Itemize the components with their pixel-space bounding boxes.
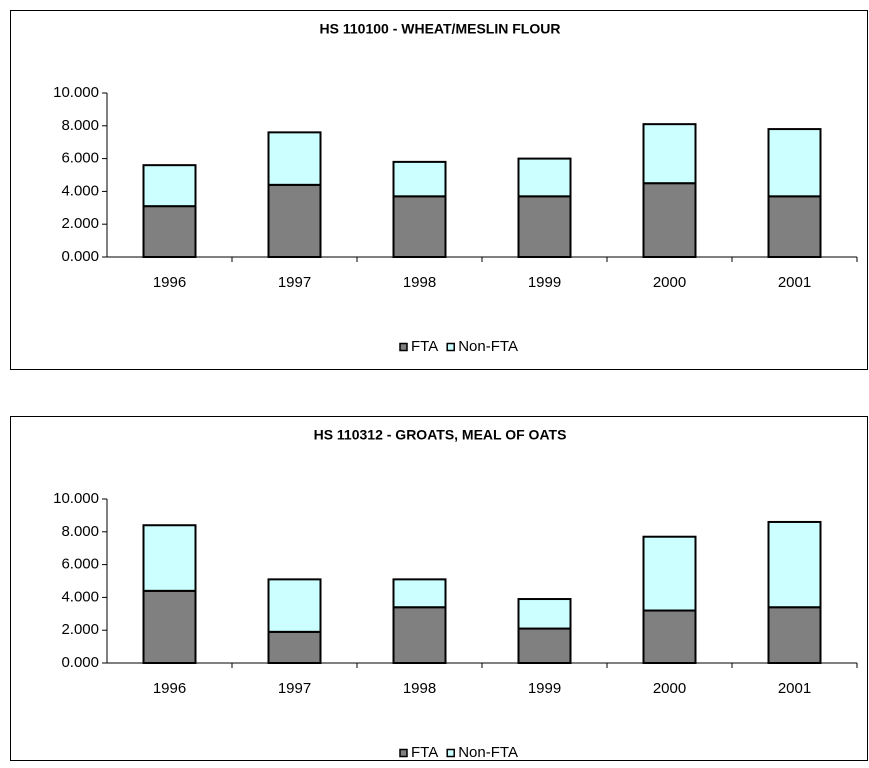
bar-segment (392, 578, 447, 609)
x-tick-label: 1996 (153, 274, 186, 291)
bar-segment (267, 131, 322, 186)
legend-swatch (446, 748, 455, 758)
bar-segment (642, 182, 697, 258)
bar-segment (142, 589, 197, 665)
y-tick-label: 8.000 (61, 523, 99, 540)
legend-swatch (399, 342, 408, 352)
legend-label: Non-FTA (458, 744, 518, 761)
x-tick-label: 1997 (278, 274, 311, 291)
bar-segment (392, 160, 447, 198)
y-tick-label: 10.000 (53, 490, 99, 507)
bar-segment (267, 578, 322, 633)
x-tick-label: 2001 (778, 274, 811, 291)
x-tick-label: 1999 (528, 680, 561, 697)
bar-segment (142, 205, 197, 259)
legend-swatch (399, 748, 408, 758)
bar-segment (517, 195, 572, 259)
y-tick-label: 2.000 (61, 621, 99, 638)
legend-label: FTA (411, 338, 438, 355)
y-tick-label: 4.000 (61, 182, 99, 199)
y-tick-label: 4.000 (61, 588, 99, 605)
x-tick-label: 2000 (653, 274, 686, 291)
x-tick-label: 1996 (153, 680, 186, 697)
bar-segment (642, 535, 697, 612)
x-tick-label: 1998 (403, 274, 436, 291)
x-tick-label: 1998 (403, 680, 436, 697)
legend-label: FTA (411, 744, 438, 761)
bar-segment (767, 520, 822, 609)
chart-title: HS 110100 - WHEAT/MESLIN FLOUR (320, 21, 561, 37)
legend-label: Non-FTA (458, 338, 518, 355)
bar-segment (142, 164, 197, 208)
x-tick-label: 2001 (778, 680, 811, 697)
bar-segment (642, 609, 697, 665)
legend-swatch (446, 342, 455, 352)
chart-title: HS 110312 - GROATS, MEAL OF OATS (314, 427, 567, 443)
y-tick-label: 2.000 (61, 215, 99, 232)
y-tick-label: 6.000 (61, 556, 99, 573)
x-tick-label: 2000 (653, 680, 686, 697)
bar-segment (392, 195, 447, 259)
x-tick-label: 1999 (528, 274, 561, 291)
bar-segment (267, 630, 322, 665)
bar-segment (767, 606, 822, 664)
y-tick-label: 0.000 (61, 248, 99, 265)
bar-segment (267, 183, 322, 258)
y-tick-label: 8.000 (61, 117, 99, 134)
bar-segment (392, 606, 447, 664)
y-tick-label: 10.000 (53, 84, 99, 101)
y-tick-label: 6.000 (61, 150, 99, 167)
x-tick-label: 1997 (278, 680, 311, 697)
bar-segment (642, 123, 697, 185)
bar-segment (142, 524, 197, 592)
bar-segment (517, 598, 572, 630)
bar-segment (767, 128, 822, 198)
bar-segment (767, 195, 822, 259)
bar-segment (517, 627, 572, 664)
y-tick-label: 0.000 (61, 654, 99, 671)
bar-segment (517, 157, 572, 198)
